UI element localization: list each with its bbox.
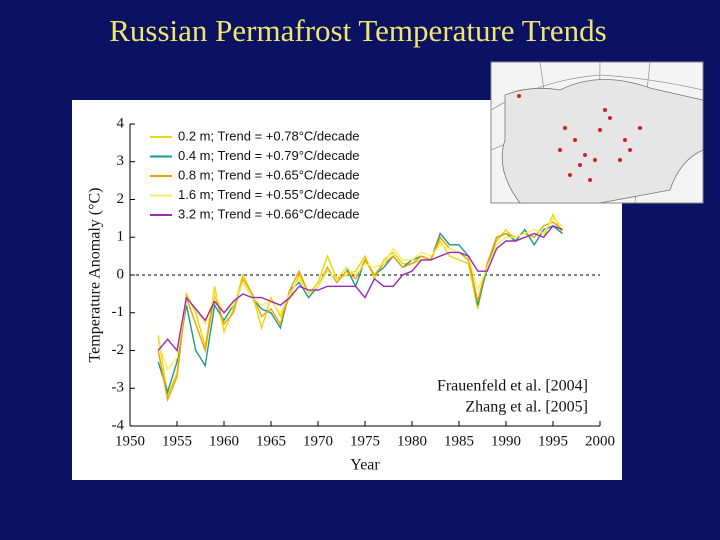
map-sites [517, 94, 642, 182]
legend-label: 0.8 m; Trend = +0.65°C/decade [178, 167, 360, 182]
y-tick-label: 2 [117, 191, 125, 207]
y-tick-label: 3 [117, 153, 125, 169]
y-tick-label: 1 [117, 229, 125, 245]
x-tick-label: 1995 [538, 433, 568, 449]
annotation: Frauenfeld et al. [2004] [437, 378, 588, 395]
legend-label: 1.6 m; Trend = +0.55°C/decade [178, 187, 360, 202]
x-tick-label: 1955 [162, 433, 192, 449]
x-tick-label: 1950 [115, 433, 145, 449]
y-tick-label: -2 [112, 342, 125, 358]
annotation: Zhang et al. [2005] [465, 399, 588, 416]
x-tick-label: 1970 [303, 433, 333, 449]
legend-label: 0.4 m; Trend = +0.79°C/decade [178, 148, 360, 163]
slide-title: Russian Permafrost Temperature Trends [109, 13, 607, 48]
y-axis-label: Temperature Anomaly (°C) [87, 188, 104, 363]
map-inset [490, 61, 704, 204]
map-land [501, 79, 704, 204]
x-tick-label: 1965 [256, 433, 286, 449]
x-tick-label: 1975 [350, 433, 380, 449]
series-line [157, 212, 564, 399]
x-tick-label: 1990 [491, 433, 521, 449]
x-tick-label: 1980 [397, 433, 427, 449]
y-tick-label: -1 [112, 304, 125, 320]
y-tick-label: -3 [112, 380, 125, 396]
series-line [157, 225, 563, 353]
x-tick-label: 2000 [585, 433, 615, 449]
x-tick-label: 1960 [209, 433, 239, 449]
x-tick-label: 1985 [444, 433, 474, 449]
x-axis-label: Year [350, 457, 380, 474]
legend-label: 0.2 m; Trend = +0.78°C/decade [178, 128, 360, 143]
legend-label: 3.2 m; Trend = +0.66°C/decade [178, 206, 360, 221]
y-tick-label: 4 [117, 115, 125, 131]
y-tick-label: -4 [112, 417, 125, 433]
y-tick-label: 0 [117, 266, 125, 282]
